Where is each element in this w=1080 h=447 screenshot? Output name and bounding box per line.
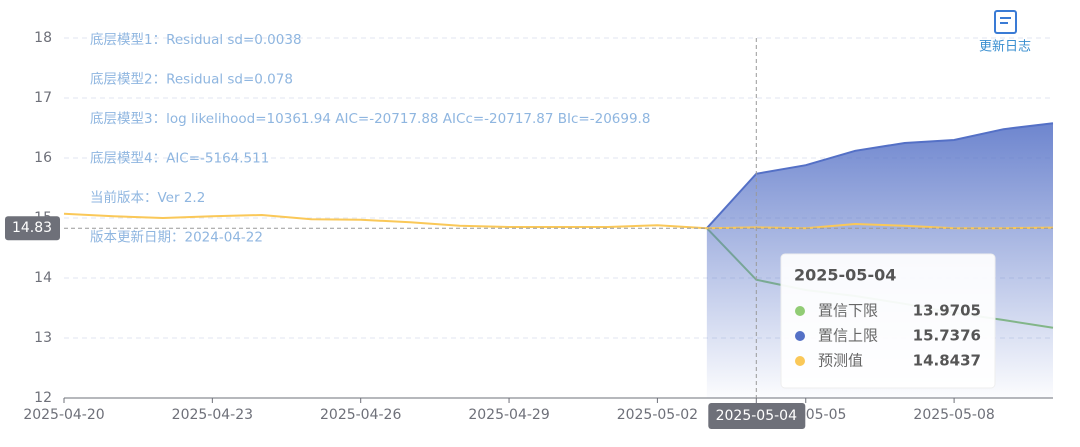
annotation: 底层模型2：Residual sd=0.078: [90, 72, 293, 88]
y-tick-label: 12: [34, 390, 52, 406]
tooltip-title: 2025-05-04: [794, 266, 896, 285]
log-button-label[interactable]: 更新日志: [979, 39, 1031, 55]
tooltip-dot: [795, 356, 805, 366]
tooltip-box: [780, 253, 996, 389]
y-tick-label: 17: [34, 90, 52, 106]
tooltip-name: 预测值: [818, 352, 863, 370]
tooltip-value: 14.8437: [913, 352, 981, 370]
x-tick-label: 2025-04-20: [23, 407, 104, 423]
annotation: 底层模型3：log likelihood=10361.94 AIC=-20717…: [90, 111, 650, 127]
tooltip-value: 13.9705: [913, 302, 981, 320]
x-tick-label: 2025-05-02: [617, 407, 698, 423]
tooltip-dot: [795, 306, 805, 316]
tooltip-name: 置信上限: [818, 327, 878, 345]
log-button[interactable]: 更新日志: [979, 10, 1031, 55]
grid: [64, 37, 1053, 339]
annotation: 版本更新日期：2024-04-22: [90, 230, 263, 246]
pointer-y-box: [5, 216, 60, 241]
log-icon: [994, 10, 1017, 34]
annotation: 底层模型4：AIC=-5164.511: [90, 151, 269, 167]
tooltip-dot: [795, 331, 805, 341]
x-tick-label: 2025-04-29: [468, 407, 549, 423]
annotation: 底层模型1：Residual sd=0.0038: [90, 32, 302, 48]
x-tick-label: 2025-04-26: [320, 407, 401, 423]
y-tick-label: 16: [34, 150, 52, 166]
y-tick-label: 18: [34, 30, 52, 46]
pointer-x-label: 2025-05-04: [716, 408, 797, 424]
tooltip-value: 15.7376: [913, 327, 981, 345]
x-tick-label: 2025-05-08: [913, 407, 994, 423]
y-tick-label: 13: [34, 330, 52, 346]
pointer-y-label: 14.83: [12, 220, 52, 236]
pointer-x-box: [708, 403, 806, 429]
y-tick-label: 14: [34, 270, 52, 286]
tooltip: 2025-05-04 置信下限 13.9705 置信上限 15.7376 预测值 14.84…: [780, 253, 996, 389]
x-tick-label: 2025-04-23: [172, 407, 253, 423]
series-line: [63, 212, 1054, 230]
tooltip-name: 置信下限: [818, 302, 878, 320]
annotation: 当前版本：Ver 2.2: [90, 189, 205, 206]
series-line: [706, 122, 1054, 229]
